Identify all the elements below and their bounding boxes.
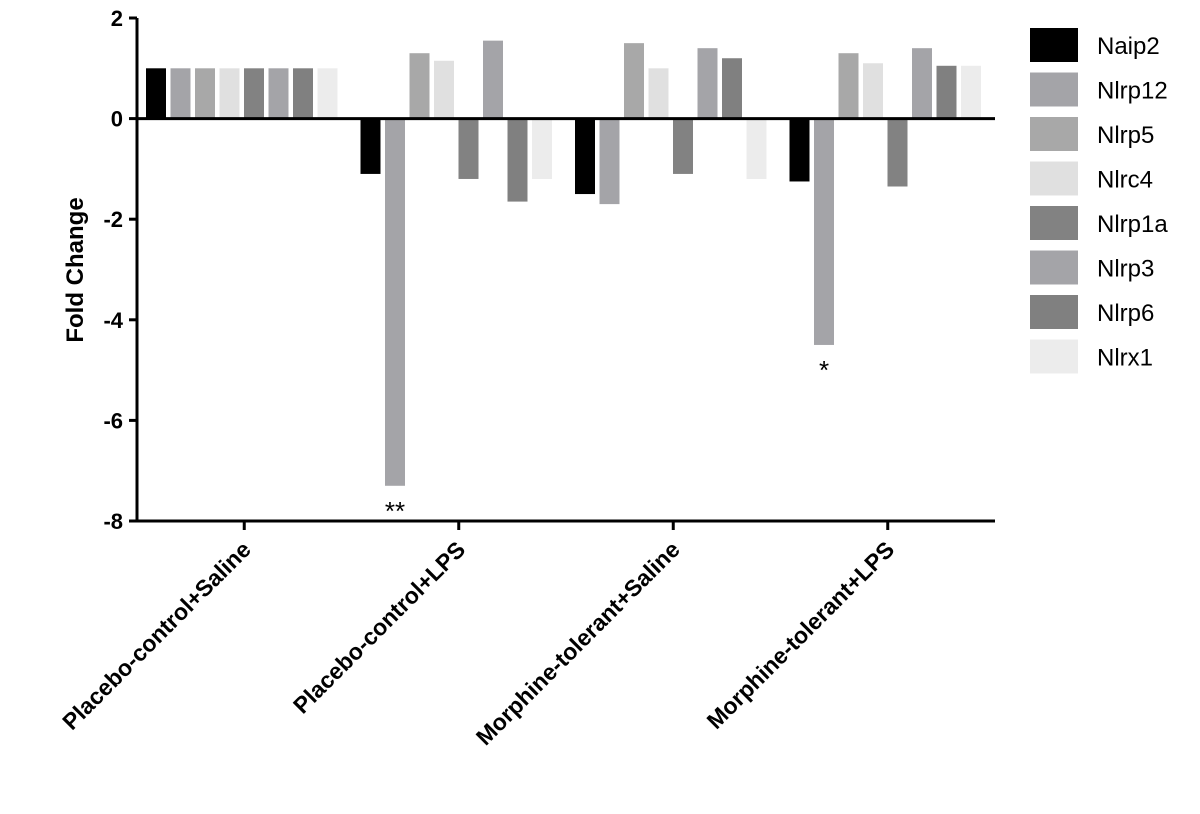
legend-swatch-nlrc4 [1030, 161, 1078, 196]
y-tick-label: 2 [111, 6, 123, 31]
legend-label-nlrp1a: Nlrp1a [1097, 211, 1168, 238]
bar-naip2 [575, 118, 595, 195]
bar-nlrp1a [673, 118, 693, 174]
bar-nlrc4 [434, 60, 454, 119]
significance-marker: ** [385, 496, 405, 526]
x-category-label: Placebo-control+LPS [288, 536, 470, 718]
bar-nlrp6 [936, 65, 957, 119]
bar-naip2 [360, 118, 381, 174]
y-axis-title: Fold Change [62, 197, 89, 342]
bar-nlrp6 [507, 118, 528, 202]
bar-nlrx1 [317, 68, 338, 119]
bar-nlrp12 [599, 118, 620, 205]
bar-naip2 [789, 118, 810, 182]
legend-label-nlrp5: Nlrp5 [1097, 122, 1154, 149]
legend-label-naip2: Naip2 [1097, 33, 1160, 60]
bar-nlrc4 [863, 63, 883, 119]
annotations-group: *** [385, 355, 829, 526]
bar-nlrp3 [268, 68, 289, 119]
y-tick-label: -4 [103, 308, 123, 333]
y-tick-label: 0 [111, 107, 123, 132]
legend-label-nlrc4: Nlrc4 [1097, 167, 1153, 194]
bar-nlrp1a [887, 118, 908, 187]
y-tick-label: -6 [103, 408, 123, 433]
bars-group [146, 40, 981, 486]
bar-nlrp6 [293, 68, 313, 119]
legend-swatch-nlrx1 [1030, 339, 1078, 374]
bar-nlrp12 [385, 118, 405, 486]
x-ticks-group: Placebo-control+Saline Placebo-control+LP… [57, 521, 899, 750]
bar-nlrp5 [624, 43, 644, 119]
legend-label-nlrp3: Nlrp3 [1097, 256, 1154, 283]
legend-swatch-naip2 [1030, 28, 1078, 62]
bar-nlrp5 [195, 68, 215, 119]
bar-nlrx1 [532, 118, 552, 179]
y-tick-label: -2 [103, 207, 123, 232]
legend-label-nlrx1: Nlrx1 [1097, 345, 1153, 372]
bar-nlrp12 [170, 68, 191, 119]
bar-naip2 [146, 68, 166, 119]
bar-nlrp1a [458, 118, 479, 179]
legend-label-nlrp12: Nlrp12 [1097, 78, 1168, 105]
axes-group [135, 18, 995, 523]
legend-swatch-nlrp1a [1030, 206, 1078, 240]
legend-swatch-nlrp6 [1030, 295, 1078, 329]
significance-marker: * [819, 355, 829, 385]
bar-nlrp5 [838, 53, 859, 119]
x-category-label: Morphine-tolerant+Saline [471, 536, 685, 750]
bar-nlrp1a [244, 68, 264, 119]
bar-nlrp3 [483, 40, 503, 119]
legend: Naip2 Nlrp12 Nlrp5 Nlrc4 Nlrp1a Nlrp3 Nlrp6 Nlr… [1030, 28, 1168, 374]
bar-nlrc4 [648, 68, 669, 119]
y-tick-label: -8 [103, 509, 123, 534]
y-ticks-group: 2 0 -2 -4 -6 -8 [103, 6, 137, 534]
bar-nlrx1 [746, 118, 767, 179]
legend-swatch-nlrp5 [1030, 117, 1078, 151]
x-category-label: Placebo-control+Saline [57, 536, 256, 735]
x-category-label: Morphine-tolerant+LPS [702, 536, 900, 734]
bar-nlrx1 [961, 65, 981, 119]
bar-nlrp3 [912, 48, 932, 119]
bar-nlrp12 [814, 118, 834, 345]
legend-label-nlrp6: Nlrp6 [1097, 300, 1154, 327]
legend-swatch-nlrp3 [1030, 250, 1078, 285]
bar-nlrp6 [722, 58, 742, 119]
bar-nlrc4 [219, 68, 240, 119]
bar-nlrp3 [697, 48, 718, 119]
bar-nlrp5 [409, 53, 430, 119]
legend-swatch-nlrp12 [1030, 72, 1078, 107]
